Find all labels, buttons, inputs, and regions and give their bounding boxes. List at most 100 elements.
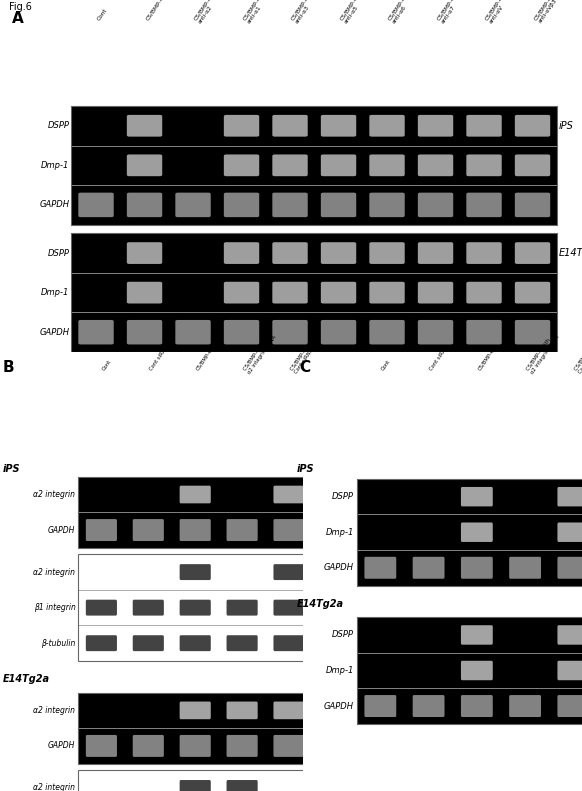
Text: GAPDH: GAPDH <box>324 563 354 572</box>
FancyBboxPatch shape <box>226 780 258 791</box>
FancyBboxPatch shape <box>180 564 211 580</box>
Bar <box>357 550 582 585</box>
FancyBboxPatch shape <box>180 702 211 719</box>
FancyBboxPatch shape <box>272 242 308 264</box>
Text: CS/BMP-4
anti-α5: CS/BMP-4 anti-α5 <box>339 0 364 25</box>
FancyBboxPatch shape <box>274 486 304 503</box>
FancyBboxPatch shape <box>274 519 304 541</box>
Bar <box>357 514 582 550</box>
FancyBboxPatch shape <box>461 695 493 717</box>
Text: CS/BMP-4
anti-αV: CS/BMP-4 anti-αV <box>484 0 509 25</box>
FancyBboxPatch shape <box>226 702 258 719</box>
FancyBboxPatch shape <box>515 242 550 264</box>
FancyBboxPatch shape <box>515 115 550 137</box>
Text: E14Tg2a: E14Tg2a <box>559 248 582 258</box>
FancyBboxPatch shape <box>224 154 259 176</box>
FancyBboxPatch shape <box>466 154 502 176</box>
Text: GAPDH: GAPDH <box>40 327 70 337</box>
Bar <box>78 554 312 661</box>
Bar <box>357 479 582 514</box>
FancyBboxPatch shape <box>79 320 113 344</box>
Text: CS/BMP-4 with
α2 integrin siRNA: CS/BMP-4 with α2 integrin siRNA <box>242 331 278 375</box>
FancyBboxPatch shape <box>272 115 308 137</box>
FancyBboxPatch shape <box>418 242 453 264</box>
Text: α2 integrin: α2 integrin <box>34 568 76 577</box>
Bar <box>78 770 312 791</box>
FancyBboxPatch shape <box>418 320 453 344</box>
Text: E14Tg2a: E14Tg2a <box>297 599 344 608</box>
Text: CS/BMP-4: CS/BMP-4 <box>195 348 214 371</box>
FancyBboxPatch shape <box>461 487 493 506</box>
Text: iPS: iPS <box>297 464 314 474</box>
Bar <box>357 479 582 585</box>
FancyBboxPatch shape <box>321 320 356 344</box>
Text: Cont: Cont <box>381 358 392 371</box>
FancyBboxPatch shape <box>413 557 445 579</box>
FancyBboxPatch shape <box>127 193 162 218</box>
FancyBboxPatch shape <box>509 557 541 579</box>
Text: CS/BMP-4: CS/BMP-4 <box>144 0 165 21</box>
Text: CS/BMP-4
anti-αVβ3: CS/BMP-4 anti-αVβ3 <box>533 0 558 25</box>
FancyBboxPatch shape <box>418 115 453 137</box>
Text: CS/BMP-4 with
α2 integrin siRNA: CS/BMP-4 with α2 integrin siRNA <box>525 331 560 375</box>
Text: CS/BMP-4
anti-α7: CS/BMP-4 anti-α7 <box>435 0 460 25</box>
FancyBboxPatch shape <box>466 282 502 304</box>
Bar <box>357 617 582 724</box>
FancyBboxPatch shape <box>321 282 356 304</box>
FancyBboxPatch shape <box>418 282 453 304</box>
FancyBboxPatch shape <box>364 557 396 579</box>
Text: DSPP: DSPP <box>332 630 354 639</box>
Bar <box>71 106 558 225</box>
FancyBboxPatch shape <box>418 193 453 218</box>
FancyBboxPatch shape <box>86 635 117 651</box>
FancyBboxPatch shape <box>509 695 541 717</box>
Text: Cont siRNA: Cont siRNA <box>428 344 449 371</box>
FancyBboxPatch shape <box>558 660 582 680</box>
Bar <box>357 617 582 653</box>
FancyBboxPatch shape <box>370 320 404 344</box>
FancyBboxPatch shape <box>86 600 117 615</box>
FancyBboxPatch shape <box>321 115 356 137</box>
FancyBboxPatch shape <box>370 193 404 218</box>
FancyBboxPatch shape <box>127 320 162 344</box>
Text: A: A <box>12 11 23 26</box>
FancyBboxPatch shape <box>515 320 550 344</box>
FancyBboxPatch shape <box>370 115 404 137</box>
FancyBboxPatch shape <box>461 557 493 579</box>
FancyBboxPatch shape <box>133 600 164 615</box>
FancyBboxPatch shape <box>466 320 502 344</box>
FancyBboxPatch shape <box>461 625 493 645</box>
Bar <box>78 477 312 548</box>
FancyBboxPatch shape <box>558 487 582 506</box>
Bar <box>78 693 312 763</box>
FancyBboxPatch shape <box>364 695 396 717</box>
FancyBboxPatch shape <box>274 702 304 719</box>
FancyBboxPatch shape <box>274 735 304 757</box>
Text: CS/BMP-4: CS/BMP-4 <box>477 348 495 371</box>
FancyBboxPatch shape <box>370 154 404 176</box>
Text: CS/BMP-4
anti-α3: CS/BMP-4 anti-α3 <box>290 0 315 25</box>
FancyBboxPatch shape <box>224 115 259 137</box>
Text: DSPP: DSPP <box>48 248 70 258</box>
Bar <box>78 590 312 626</box>
FancyBboxPatch shape <box>180 780 211 791</box>
Bar <box>71 106 558 146</box>
FancyBboxPatch shape <box>274 600 304 615</box>
FancyBboxPatch shape <box>127 242 162 264</box>
Bar <box>71 233 558 273</box>
FancyBboxPatch shape <box>272 193 308 218</box>
Bar <box>357 688 582 724</box>
FancyBboxPatch shape <box>133 519 164 541</box>
Text: CS/BMP-4 with
Cont siRNA: CS/BMP-4 with Cont siRNA <box>573 337 582 375</box>
FancyBboxPatch shape <box>127 115 162 137</box>
Text: CS/BMP-4 with
Cont siRNA: CS/BMP-4 with Cont siRNA <box>289 337 320 375</box>
Text: Cont: Cont <box>101 358 112 371</box>
Text: Cont: Cont <box>96 7 108 21</box>
Bar <box>71 185 558 225</box>
Bar <box>78 693 312 729</box>
Bar <box>71 233 558 352</box>
Text: Dmp-1: Dmp-1 <box>41 161 70 170</box>
Bar <box>78 554 312 590</box>
Bar <box>78 477 312 513</box>
Bar <box>78 626 312 661</box>
